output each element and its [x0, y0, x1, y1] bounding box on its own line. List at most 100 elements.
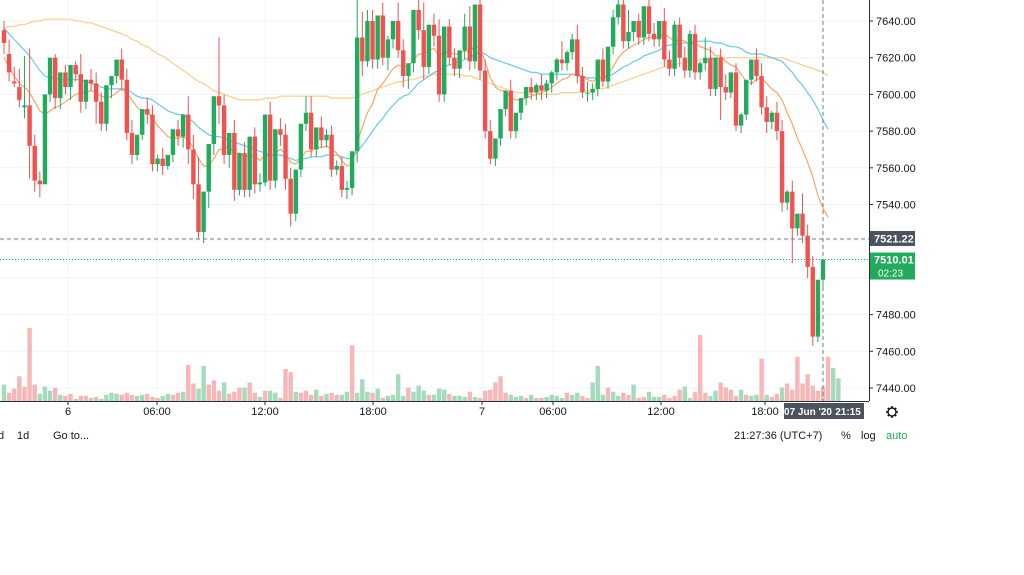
candle-body: [319, 127, 324, 141]
candle-body: [83, 79, 89, 102]
candle-body: [298, 123, 304, 170]
volume-bar: [559, 397, 565, 401]
price-tick-label: 7580.00: [876, 126, 916, 138]
gear-tooth: [894, 414, 897, 417]
volume-bar: [836, 378, 841, 401]
volume-bar: [47, 390, 53, 401]
volume-bar: [513, 396, 519, 401]
candle-body: [68, 65, 73, 88]
settings-gear-icon[interactable]: [886, 406, 898, 418]
volume-bar: [27, 327, 32, 401]
price-chart[interactable]: 7640.00 7620.00 7600.00 7580.00 7560.00 7540.…: [0, 0, 1024, 424]
interval-1d-button[interactable]: 1d: [17, 430, 30, 442]
volume-bar: [651, 396, 657, 401]
volume-bar: [728, 389, 734, 401]
volume-bar: [442, 389, 447, 401]
volume-bar: [508, 394, 513, 401]
candle-body: [216, 96, 222, 106]
volume-bar: [93, 396, 99, 401]
volume-bar: [703, 392, 708, 401]
volume-bar: [682, 386, 687, 401]
time-axis[interactable]: 6 06:00 12:00 18:00 7 06:00 12:00 18:00: [0, 401, 898, 418]
volume-bar: [641, 396, 647, 401]
candle-body: [288, 178, 293, 214]
volume-bar: [273, 392, 278, 401]
candle-body: [206, 143, 211, 192]
clock-readout[interactable]: 21:27:36 (UTC+7): [734, 430, 823, 442]
candle-body: [815, 279, 821, 337]
interval-d-button[interactable]: d: [0, 430, 5, 442]
candle-body: [682, 57, 687, 71]
volume-bar: [754, 394, 759, 401]
candle-body: [585, 92, 590, 94]
candle-body: [610, 17, 616, 47]
volume-bar: [293, 391, 298, 401]
goto-button[interactable]: Go to...: [53, 430, 90, 442]
volume-bar: [262, 390, 268, 401]
log-toggle[interactable]: log: [861, 430, 876, 442]
candle-body: [406, 63, 411, 77]
candle-body: [431, 24, 437, 36]
candle-body: [687, 33, 693, 71]
volume-bar: [687, 397, 693, 401]
candle-body: [631, 21, 636, 33]
volume-bar: [124, 392, 130, 401]
volume-bar: [805, 374, 810, 401]
volume-bar: [180, 391, 186, 401]
candle-body: [349, 151, 355, 188]
candle-body: [6, 54, 12, 73]
crosshair: [0, 0, 869, 401]
volume-bar: [288, 372, 293, 401]
bar-countdown-label: 02:23: [878, 269, 903, 280]
candle-body: [764, 107, 769, 122]
volume-bar: [227, 393, 232, 401]
gear-tooth: [887, 414, 890, 417]
volume-bar: [140, 394, 145, 401]
volume-bar: [580, 395, 585, 401]
volume-bar: [610, 391, 616, 401]
candle-body: [759, 76, 764, 108]
volume-bar: [529, 394, 534, 401]
volume-bar: [406, 387, 411, 401]
candle-body: [247, 136, 252, 190]
volume-bar: [390, 394, 396, 401]
candle-body: [600, 59, 606, 82]
volume-bar: [744, 394, 749, 401]
volume-bar: [308, 394, 314, 401]
candle-body: [119, 59, 124, 80]
volume-bar: [201, 365, 206, 401]
volume-bar: [32, 384, 37, 401]
volume-bar: [237, 387, 242, 401]
candle-body: [549, 72, 554, 84]
volume-bar: [329, 392, 334, 401]
volume-bar: [283, 369, 288, 401]
candle-body: [196, 184, 201, 233]
volume-bar: [380, 397, 385, 401]
candle-body: [744, 79, 749, 115]
candle-body: [99, 101, 104, 124]
volume-bar: [37, 393, 43, 401]
price-tick-label: 7560.00: [876, 163, 916, 175]
candle-body: [472, 4, 478, 62]
volume-bar: [324, 393, 329, 401]
volume-bars: [1, 327, 841, 401]
candle-body: [810, 266, 815, 337]
candle-body: [672, 24, 677, 69]
candle-body: [462, 26, 467, 51]
price-axis[interactable]: 7640.00 7620.00 7600.00 7580.00 7560.00 7540.…: [869, 0, 1024, 424]
volume-bar: [314, 389, 319, 401]
candle-body: [493, 138, 498, 159]
volume-bar: [605, 387, 611, 401]
candle-body: [308, 112, 314, 150]
price-tick-label: 7460.00: [876, 346, 916, 358]
candle-body: [134, 134, 140, 155]
candle-body: [334, 165, 339, 170]
volume-bar: [186, 364, 191, 401]
percent-toggle[interactable]: %: [841, 430, 851, 442]
candle-body: [703, 57, 708, 64]
volume-bar: [764, 394, 769, 401]
auto-toggle[interactable]: auto: [886, 430, 908, 442]
volume-bar: [52, 387, 58, 401]
candle-body: [63, 72, 68, 88]
volume-bar: [303, 390, 309, 401]
